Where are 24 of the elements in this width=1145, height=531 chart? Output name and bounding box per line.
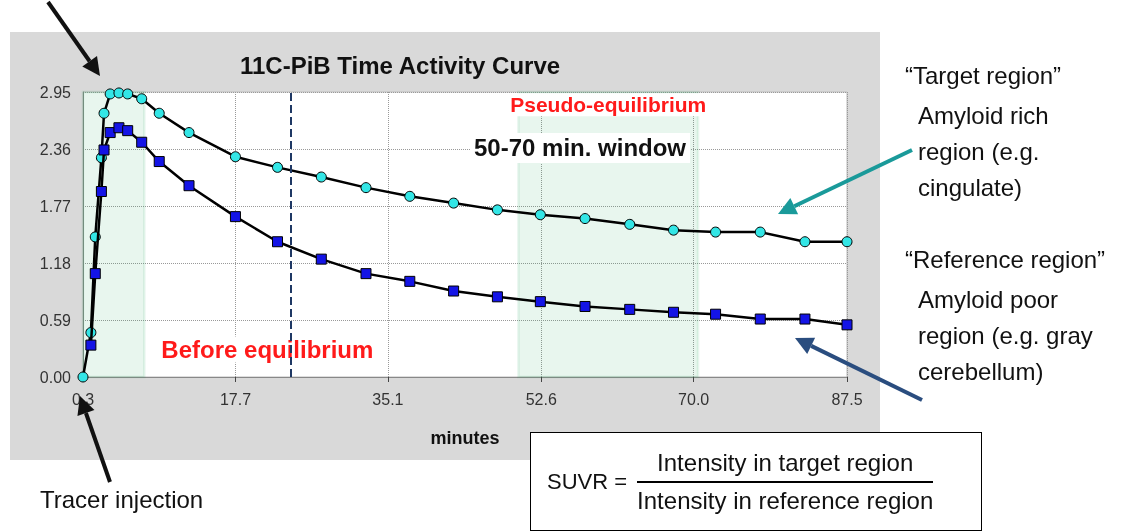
x-tick-label: 52.6 <box>525 390 557 408</box>
band-label: Before equilibrium <box>161 336 374 363</box>
text: Amyloid poor region (e.g. gray cerebellum) <box>918 285 1094 387</box>
chart-title: 11C-PiB Time Activity Curve <box>240 51 561 79</box>
x-tick-label: 70.0 <box>678 390 710 408</box>
text: Intensity in target region <box>657 448 914 478</box>
text: SUVR = <box>547 468 628 495</box>
band-label: Pseudo-equilibrium <box>510 93 707 117</box>
y-tick-label: 2.36 <box>39 140 72 158</box>
text: Tracer injection <box>40 485 204 515</box>
text: “Target region” <box>905 61 1062 91</box>
y-tick-label: 0.59 <box>39 311 72 329</box>
annotation: 50-70 min. window <box>470 133 691 163</box>
x-axis-title: minutes <box>430 428 500 448</box>
text: Intensity in reference region <box>637 485 934 515</box>
text: Amyloid rich region (e.g. cingulate) <box>918 101 1050 203</box>
x-tick-label: 87.5 <box>831 390 863 408</box>
x-tick-label: 17.7 <box>219 390 252 408</box>
y-tick-label: 1.77 <box>39 197 72 215</box>
y-tick-label: 2.95 <box>39 83 72 101</box>
y-tick-label: 0.00 <box>39 368 72 386</box>
y-tick-label: 1.18 <box>39 254 72 272</box>
text: “Reference region” <box>905 245 1106 275</box>
x-tick-label: 35.1 <box>372 390 404 408</box>
